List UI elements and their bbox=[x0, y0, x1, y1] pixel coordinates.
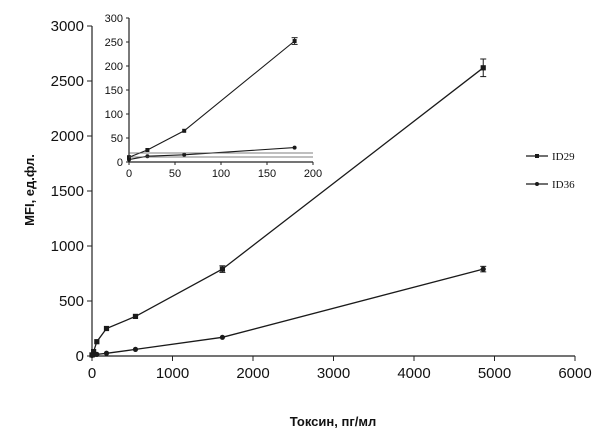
main-x-tick-label: 0 bbox=[88, 365, 96, 382]
main-y-tick-label: 0 bbox=[76, 348, 84, 365]
inset-y-tick-label: 150 bbox=[105, 85, 123, 97]
inset-series-2-point bbox=[182, 152, 187, 157]
main-series-1-point bbox=[91, 349, 97, 355]
main-plot: 0 1000 2000 3000 4000 5000 6000050010001500200… bbox=[51, 18, 592, 382]
main-y-tick-label: 3000 bbox=[51, 18, 84, 35]
inset-plot: 0 50 100 150 200 0 50 100 150 200 250 300 bbox=[105, 13, 323, 180]
main-series-1-point bbox=[132, 313, 139, 319]
inset-series-1-line bbox=[128, 40, 295, 158]
main-series-1-point bbox=[480, 65, 486, 71]
inset-x-tick-label: 0 bbox=[126, 168, 132, 180]
inset-series-1-point bbox=[182, 128, 187, 133]
inset-y-tick-label: 50 bbox=[111, 133, 123, 145]
main-x-tick-label: 3000 bbox=[317, 365, 350, 382]
inset-y-tick-label: 300 bbox=[105, 13, 123, 25]
main-series-2-point bbox=[480, 266, 486, 272]
main-y-tick-label: 1500 bbox=[51, 183, 84, 200]
main-series-2-line bbox=[91, 268, 484, 357]
inset-y-tick-label: 100 bbox=[105, 109, 123, 121]
legend: ID29 ID36 bbox=[526, 151, 575, 191]
inset-series-1-point bbox=[145, 148, 150, 152]
inset-y-tick-label: 200 bbox=[105, 61, 123, 73]
main-series-2-point bbox=[103, 350, 110, 356]
inset-y-tick-label: 250 bbox=[105, 37, 123, 49]
legend-label-1: ID29 bbox=[552, 151, 575, 163]
main-x-tick-label: 4000 bbox=[397, 365, 430, 382]
inset-series-1-point bbox=[292, 39, 297, 44]
main-series-1-point bbox=[219, 266, 226, 272]
inset-series-2-point bbox=[145, 154, 150, 159]
inset-series-2-line bbox=[128, 147, 295, 161]
inset-y-tick-label: 0 bbox=[117, 157, 123, 169]
main-x-tick-label: 5000 bbox=[478, 365, 511, 382]
inset-x-tick-label: 150 bbox=[258, 168, 276, 180]
main-y-tick-label: 1000 bbox=[51, 238, 84, 255]
inset-series-2-point bbox=[127, 157, 131, 162]
legend-marker-1 bbox=[535, 154, 539, 158]
main-y-tick-label: 500 bbox=[59, 293, 84, 310]
main-series-1-point bbox=[94, 339, 100, 345]
legend-marker-2 bbox=[535, 182, 539, 186]
main-y-tick-label: 2500 bbox=[51, 73, 84, 90]
main-series-1-line bbox=[91, 67, 484, 356]
main-x-tick-label: 1000 bbox=[156, 365, 189, 382]
inset-x-tick-label: 200 bbox=[304, 168, 322, 180]
main-x-tick-label: 2000 bbox=[236, 365, 269, 382]
main-series-2-point bbox=[94, 351, 100, 357]
inset-series-2-point bbox=[292, 145, 297, 150]
y-axis-title: MFI, ед.фл. bbox=[22, 154, 37, 226]
inset-x-tick-label: 100 bbox=[212, 168, 230, 180]
legend-label-2: ID36 bbox=[552, 179, 575, 191]
main-series-2-point bbox=[132, 346, 139, 352]
inset-x-tick-label: 50 bbox=[169, 168, 181, 180]
x-axis-title: Токсин, пг/мл bbox=[290, 414, 376, 429]
main-x-tick-label: 6000 bbox=[558, 365, 591, 382]
main-y-tick-label: 2000 bbox=[51, 128, 84, 145]
main-series-1-point bbox=[103, 325, 110, 332]
main-series-2-point bbox=[219, 334, 226, 340]
